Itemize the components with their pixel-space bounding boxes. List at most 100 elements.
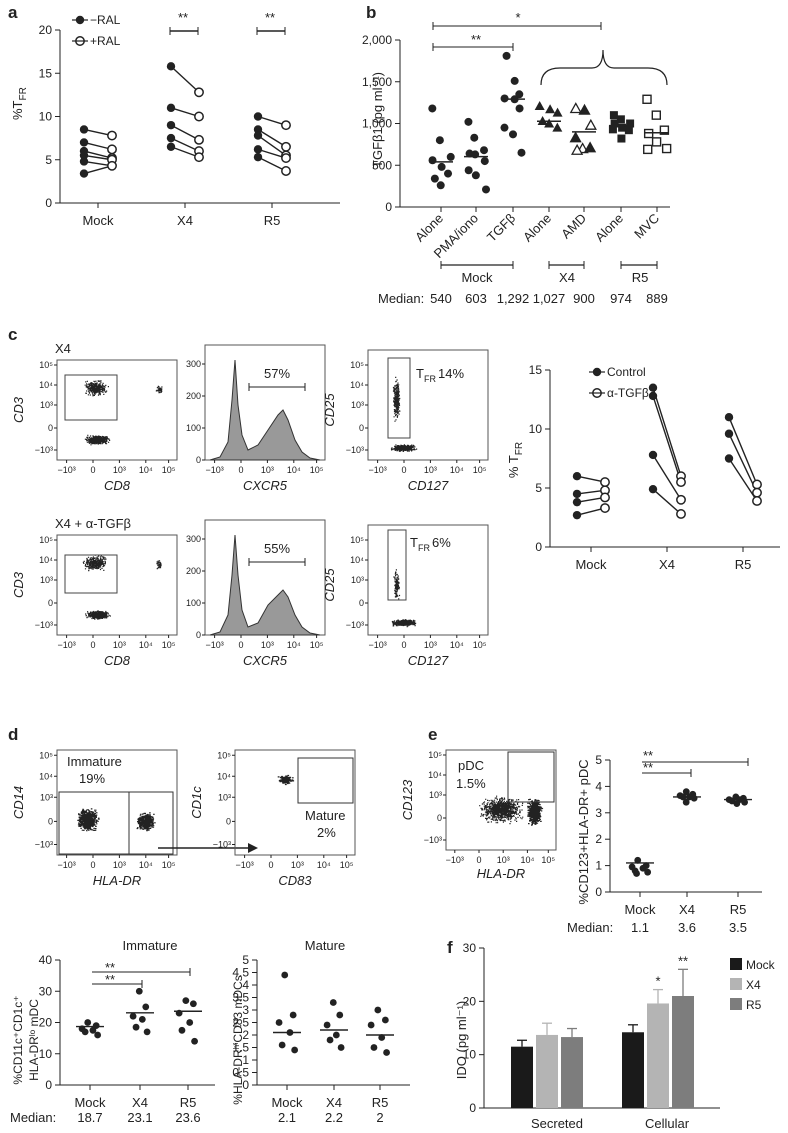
b-median-value: 900 [573,291,595,306]
c-point-anti-tgfb [752,479,762,490]
c-row2-cd127-axis-tick-label: 0 [401,640,406,650]
a-point-minus-ral [166,62,176,71]
immature-point [89,1026,97,1034]
immature-ytick-label: 30 [39,984,53,998]
b-xtick-label: AMD [558,211,589,242]
panel-b-star-top: * [515,10,520,25]
b-point [464,166,473,175]
panel-e-median-label: Median: [567,920,613,935]
c-row2-cd25-label: CD25 [322,568,337,602]
c-row1-cd3-axis-tick-label: 10³ [40,400,53,410]
immature-point [132,1023,140,1031]
c-cxcr5-ytick-label: 300 [186,359,201,369]
a-xtick-label: R5 [264,213,281,228]
c-cxcr5-ytick-label: 300 [186,534,201,544]
panel-b-ylabel: TGFβ1 (pg ml⁻¹) [370,72,385,168]
b-ytick-label: 500 [372,158,392,172]
c-row1-cd8-axis-tick-label: −10³ [57,465,75,475]
b-point [661,143,672,154]
b-point [626,119,635,128]
panel-c-label: c [8,325,17,344]
c-row2-cxcr5-axis-tick-label: 10³ [261,640,274,650]
b-point [435,136,444,145]
a-point-minus-ral [79,125,89,134]
immature-ytick-label: 0 [45,1078,52,1092]
a-point-plus-ral [281,141,291,152]
d-cd14-axis-tick-label: 10³ [40,792,53,802]
b-point [428,156,437,165]
c-pair-line [652,395,682,483]
a-point-minus-ral [166,142,176,151]
b-median-value: 1,292 [497,291,530,306]
d-cd83-axis-tick-label: 10³ [291,860,304,870]
legend-control: Control [607,365,646,379]
a-point-minus-ral [253,112,263,121]
f-legend-swatch [730,998,742,1010]
c-row1-cd25-box [367,349,489,461]
panel-b-group-r5: R5 [632,270,649,285]
immature-xtick-label: R5 [180,1095,197,1110]
f-legend-swatch [730,978,742,990]
a-point-plus-ral [194,134,204,145]
e-hladr-axis-tick-label: 10⁵ [541,855,555,865]
c-row1-cd3-cd8-right-cloud [155,385,163,394]
c-pair-line [652,454,682,501]
c-row1-tfr-sub: FR [424,374,436,384]
f-ytick-label: 30 [463,941,477,955]
c-row2-cd3-axis-tick-label: −10³ [35,620,53,630]
c-row1-cd25-label: CD25 [322,393,337,427]
c-row2-cd8-axis-tick-label: −10³ [57,640,75,650]
c-row2-cxcr5-label: CXCR5 [243,653,288,668]
mature-point [281,971,289,979]
a-pair-line [257,156,287,172]
d-cd1c-axis-tick-label: 10⁴ [217,771,231,781]
c-row2-cd3-axis-tick-label: 10³ [40,575,53,585]
f-bar-r5 [561,1037,583,1108]
e-point [682,788,690,796]
a-point-minus-ral [253,145,263,154]
panel-c-ylabel: % TFR [506,442,525,478]
c-point-anti-tgfb [676,509,686,519]
mature-ytick-label: 0 [242,1078,249,1092]
b-point [502,51,511,60]
panel-e-star-1: ** [643,748,653,763]
mature-point [332,1031,340,1039]
b-point [651,137,662,147]
e-point [633,870,640,877]
mature-ytick-label: 3.5 [232,991,249,1005]
c-row2-cd3-cd8-right-cloud [156,560,162,570]
a-xtick-label: Mock [82,213,114,228]
c-point-control [648,383,658,392]
a-point-plus-ral [281,120,291,131]
mature-median-value: 2.2 [325,1110,343,1125]
immature-star-1: ** [105,960,115,975]
a-point-plus-ral [194,111,204,122]
e-point [682,798,690,806]
b-point [464,117,473,126]
mature-xtick-label: X4 [326,1095,342,1110]
d-cd1c-label: CD1c [189,786,204,819]
c-row2-cd3-cd8-top-cloud [82,554,107,572]
a-xtick-label: X4 [177,213,193,228]
panel-e-ylabel: %CD123+HLA-DR+ pDC [576,759,591,904]
mature-ytick-label: 5 [242,953,249,967]
c-row1-cd25-axis-tick-label: 10⁴ [350,380,364,390]
f-ytick-label: 20 [463,994,477,1008]
immature-ytick-label: 20 [39,1016,53,1030]
d-cd14-axis-tick-label: 10⁵ [39,750,53,760]
flow-row2-title: X4 + α-TGFβ [55,516,131,531]
b-point [428,104,437,113]
e-point [644,868,652,876]
c-row1-cd3-axis-tick-label: 0 [48,423,53,433]
e-cloud-main [479,795,524,825]
c-row1-cd3-axis-tick-label: 10⁴ [39,380,53,390]
a-point-plus-ral [281,166,291,176]
a-pair-line [170,124,200,141]
f-bar-mock [622,1032,644,1108]
immature-point [182,997,190,1005]
b-point [480,146,489,155]
b-median-value: 889 [646,291,668,306]
b-point [643,128,654,139]
e-cd123-axis-tick-label: 10³ [429,790,442,800]
a-point-minus-ral [166,103,176,113]
